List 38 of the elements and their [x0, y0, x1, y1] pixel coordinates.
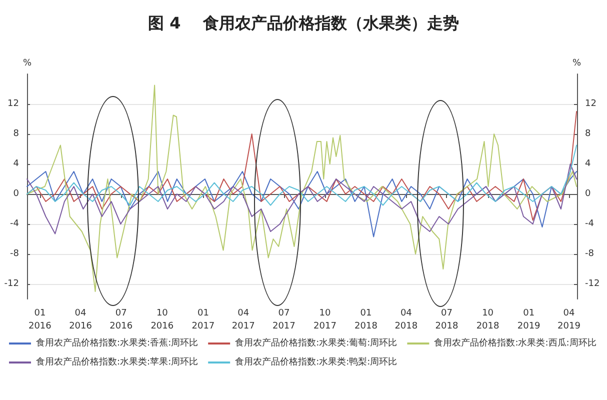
x-tick-label: 04 2017	[232, 308, 255, 332]
y2-tick-label: -8	[585, 249, 594, 259]
y2-tick-label: 8	[585, 129, 591, 139]
chart-title: 图 4 食用农产品价格指数（水果类）走势	[148, 14, 459, 32]
x-tick-label: 07 2018	[435, 308, 458, 332]
y2-tick-label: 4	[585, 159, 591, 169]
legend-label: 食用农产品价格指数:水果类:葡萄:周环比	[235, 338, 398, 348]
x-tick-label: 07 2016	[110, 308, 133, 332]
legend-label: 食用农产品价格指数:水果类:鸭梨:周环比	[235, 356, 398, 368]
y-tick-label: 8	[13, 129, 20, 139]
legend-label: 食用农产品价格指数:水果类:香蕉:周环比	[36, 338, 198, 348]
x-tick-label: 10 2016	[150, 308, 174, 332]
line-series	[26, 84, 578, 292]
y-tick-label: 12	[8, 99, 19, 109]
x-tick-label: 04 2019	[558, 308, 581, 332]
y-tick-label: 4	[13, 159, 20, 169]
legend-label: 食用农产品价格指数:水果类:西瓜:周环比	[434, 338, 596, 348]
line-series	[26, 144, 578, 206]
x-tick-label: 01 2017	[192, 308, 215, 332]
y2-tick-label: -12	[585, 279, 600, 289]
x-tick-label: 01 2019	[517, 308, 541, 332]
x-tick-label: 10 2017	[314, 308, 336, 332]
y2-tick-label: 12	[585, 99, 596, 109]
x-tick-label: 10 2018	[476, 308, 500, 332]
y-tick-label: -4	[10, 219, 20, 229]
x-tick-label: 01 2016	[28, 308, 52, 332]
x-tick-label: 07 2017	[272, 308, 296, 332]
y2-tick-label: -4	[585, 219, 594, 229]
y2-tick-label: 0	[585, 189, 591, 199]
x-tick-label: 04 2018	[394, 308, 418, 332]
x-tick-label: 01 2018	[354, 308, 378, 332]
y-tick-label: -12	[4, 279, 19, 289]
y-axis-title: %	[23, 58, 32, 68]
x-tick-label: 04 2016	[69, 308, 92, 332]
y-tick-label: -8	[10, 249, 20, 259]
y2-axis-title: %	[572, 58, 582, 68]
y-tick-label: 0	[13, 189, 20, 199]
legend-label: 食用农产品价格指数:水果类:苹果:周环比	[36, 356, 198, 368]
